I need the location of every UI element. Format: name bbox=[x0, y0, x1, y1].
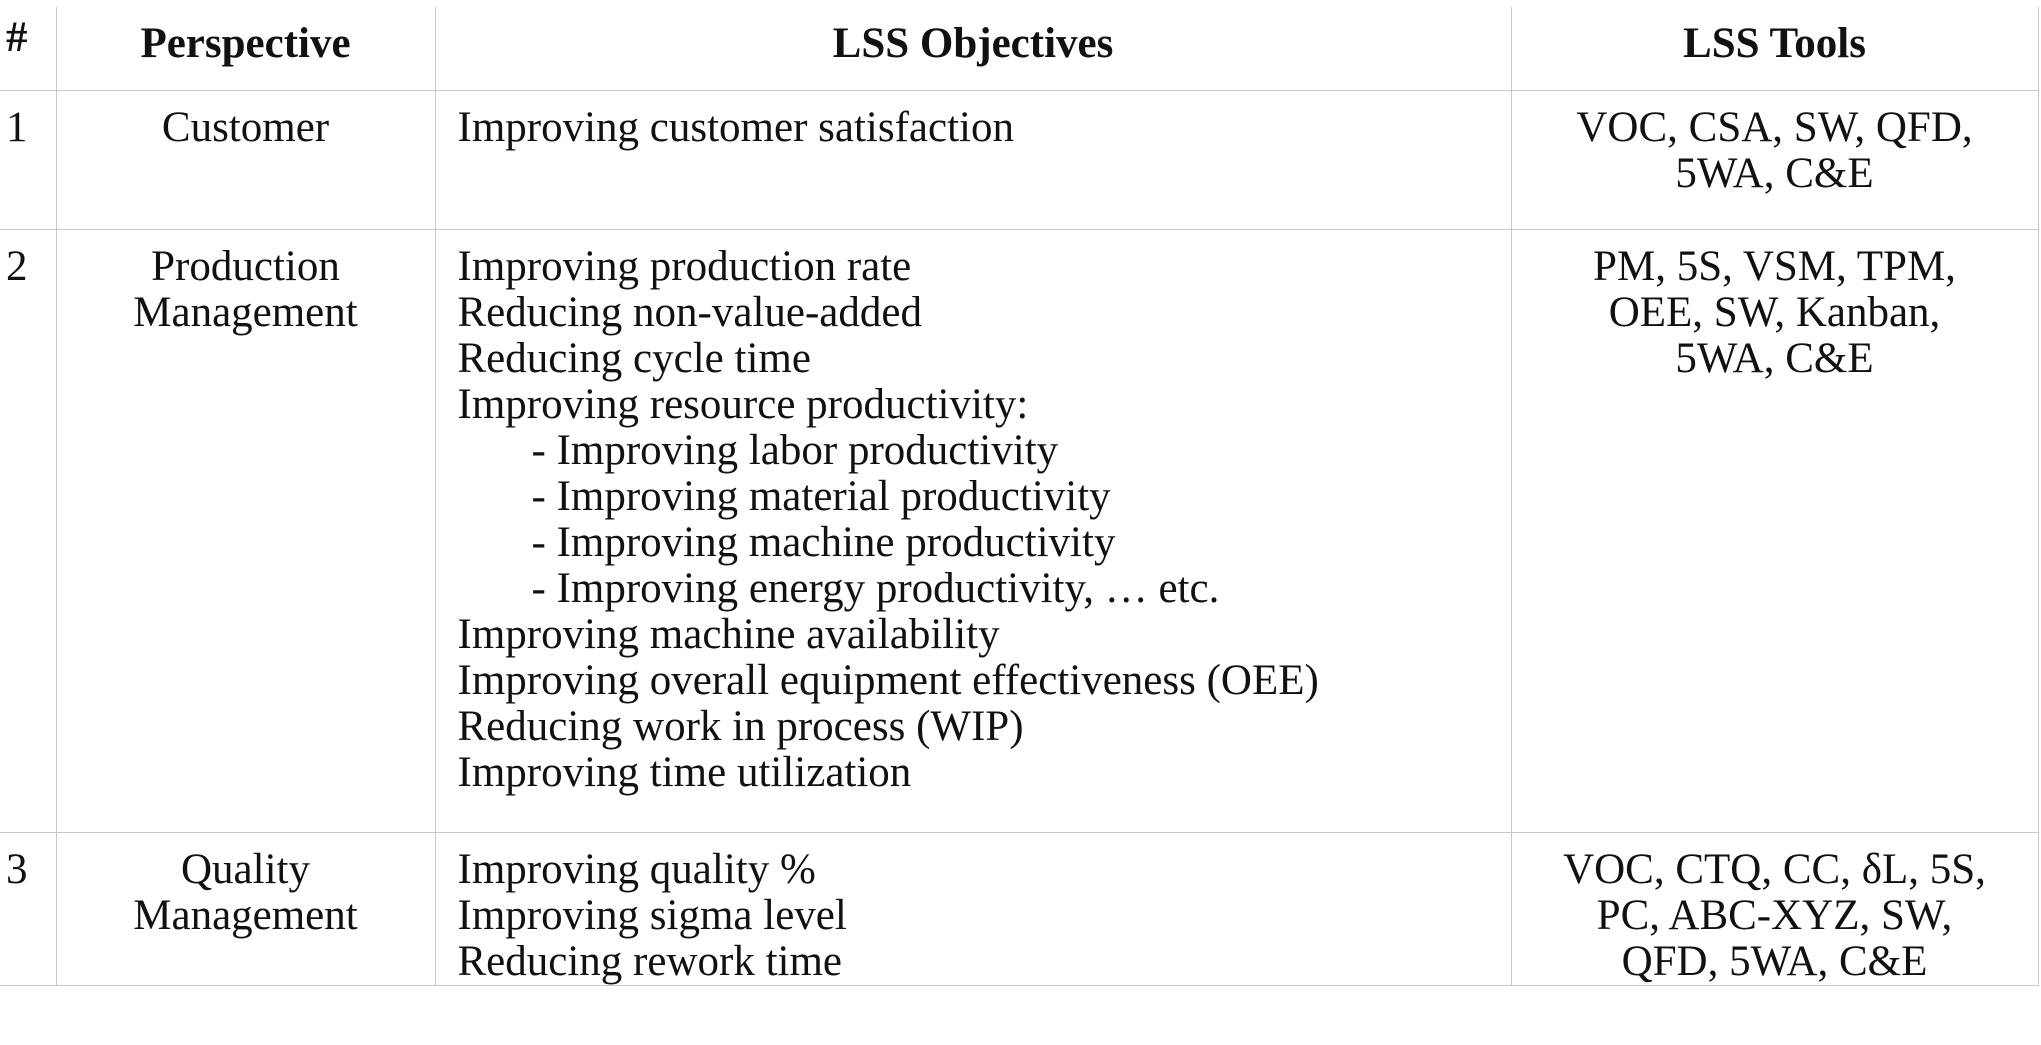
tools-cell: PM, 5S, VSM, TPM, OEE, SW, Kanban, 5WA, C&… bbox=[1510, 228, 2039, 833]
tools-line: PC, ABC-XYZ, SW, bbox=[1596, 891, 1953, 939]
objective-item: Improving overall equipment effectivenes… bbox=[457, 656, 1319, 704]
perspective-line: Production bbox=[151, 242, 340, 290]
objective-item: Improving sigma level bbox=[457, 891, 847, 939]
row-number: 3 bbox=[0, 831, 57, 986]
objective-subitem: - Improving energy productivity, … etc. bbox=[531, 564, 1220, 612]
tools-cell: VOC, CSA, SW, QFD, 5WA, C&E bbox=[1510, 90, 2039, 230]
objective-item: Reducing rework time bbox=[457, 937, 843, 985]
header-num: # bbox=[0, 7, 57, 91]
table-row: 2 Production Management Improving productio… bbox=[0, 228, 2039, 833]
objective-item: Improving customer satisfaction bbox=[457, 103, 1014, 151]
tools-line: PM, 5S, VSM, TPM, bbox=[1593, 242, 1956, 290]
row-number: 1 bbox=[0, 90, 57, 230]
perspective-cell: Quality Management bbox=[55, 831, 436, 986]
table-row: 3 Quality Management Improving quality % Imp… bbox=[0, 831, 2039, 986]
tools-line: OEE, SW, Kanban, bbox=[1608, 288, 1941, 336]
objective-item: Reducing non-value-added bbox=[457, 288, 922, 336]
tools-cell: VOC, CTQ, CC, δL, 5S, PC, ABC-XYZ, SW, QFD… bbox=[1510, 831, 2039, 986]
tools-line: 5WA, C&E bbox=[1675, 334, 1874, 382]
tools-line: VOC, CTQ, CC, δL, 5S, bbox=[1563, 845, 1986, 893]
objective-item: Reducing work in process (WIP) bbox=[457, 702, 1024, 750]
perspective-line: Management bbox=[133, 288, 358, 336]
objective-item: Improving production rate bbox=[457, 242, 912, 290]
header-row: # Perspective LSS Objectives LSS Tools bbox=[0, 7, 2039, 91]
row-number: 2 bbox=[0, 228, 57, 833]
objectives-cell: Improving customer satisfaction bbox=[434, 90, 1512, 230]
objective-item: Improving resource productivity: bbox=[457, 380, 1029, 428]
header-perspective: Perspective bbox=[55, 7, 436, 91]
perspective-cell: Production Management bbox=[55, 228, 436, 833]
objective-subitem: - Improving labor productivity bbox=[531, 426, 1059, 474]
tools-line: 5WA, C&E bbox=[1675, 149, 1874, 197]
objective-item: Reducing cycle time bbox=[457, 334, 811, 382]
tools-line: QFD, 5WA, C&E bbox=[1621, 937, 1928, 985]
perspective-line: Customer bbox=[161, 103, 330, 151]
table-row: 1 Customer Improving customer satisfaction… bbox=[0, 90, 2039, 230]
objectives-cell: Improving quality % Improving sigma level… bbox=[434, 831, 1512, 986]
objective-item: Improving quality % bbox=[457, 845, 816, 893]
tools-line: VOC, CSA, SW, QFD, bbox=[1576, 103, 1973, 151]
header-objectives: LSS Objectives bbox=[434, 7, 1512, 91]
objective-item: Improving time utilization bbox=[457, 748, 912, 796]
lss-table: # Perspective LSS Objectives LSS Tools 1… bbox=[0, 7, 2039, 986]
objective-subitem: - Improving material productivity bbox=[531, 472, 1111, 520]
perspective-line: Management bbox=[133, 891, 358, 939]
header-tools: LSS Tools bbox=[1510, 7, 2039, 91]
objectives-cell: Improving production rate Reducing non-va… bbox=[434, 228, 1512, 833]
perspective-line: Quality bbox=[181, 845, 310, 893]
perspective-cell: Customer bbox=[55, 90, 436, 230]
objective-subitem: - Improving machine productivity bbox=[531, 518, 1116, 566]
objective-item: Improving machine availability bbox=[457, 610, 1000, 658]
